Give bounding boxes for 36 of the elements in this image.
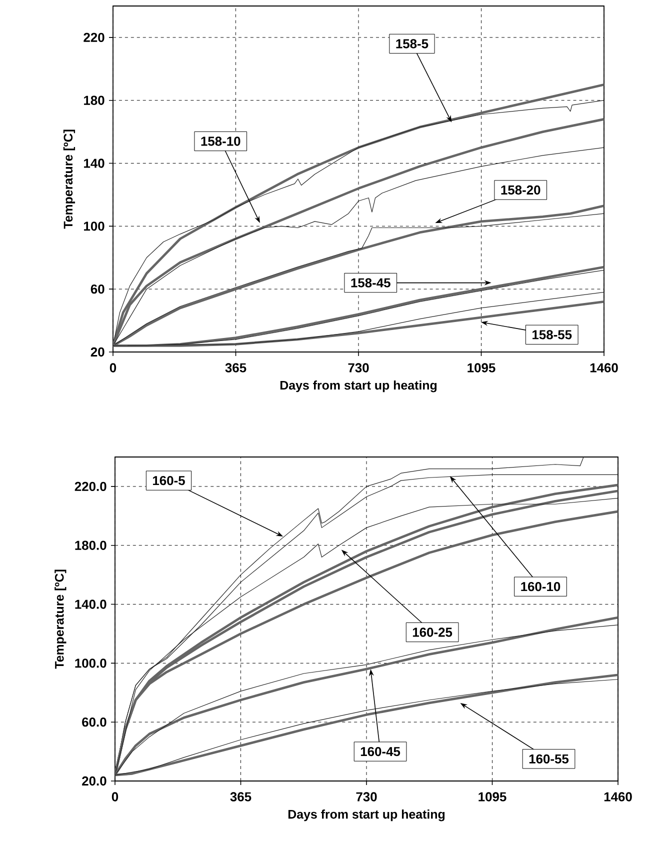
annotation: 158-5	[396, 39, 428, 48]
x-axis-title: Days from start up heating	[288, 810, 445, 822]
y-tick-label: 140.0	[75, 600, 106, 609]
x-tick-label: 1460	[604, 792, 632, 802]
y-tick-label: 100	[84, 222, 104, 231]
x-tick-label: 0	[112, 792, 118, 802]
y-axis-title: Temperature [ºC]	[54, 570, 66, 669]
x-tick-label: 365	[230, 792, 252, 802]
annotation: 158-10	[201, 136, 240, 146]
y-tick-label: 140	[84, 158, 104, 168]
y-axis-title: Temperature [ºC]	[63, 130, 76, 229]
x-tick-label: 0	[110, 363, 116, 372]
x-tick-label: 365	[225, 363, 246, 372]
x-tick-label: 1095	[478, 792, 506, 802]
x-tick-label: 730	[356, 792, 377, 802]
annotation: 158-55	[532, 330, 572, 340]
x-tick-label: 1095	[468, 363, 496, 372]
annotation: 160-55	[529, 754, 569, 764]
y-tick-label: 100.0	[75, 658, 106, 668]
y-tick-label: 20.0	[82, 776, 106, 786]
annotation: 160-10	[521, 582, 560, 592]
y-tick-label: 220.0	[74, 482, 106, 492]
y-tick-label: 60.0	[82, 718, 106, 727]
y-tick-label: 180.0	[75, 540, 106, 550]
annotation: 160-25	[412, 628, 452, 637]
annotation: 160-5	[152, 476, 185, 486]
y-tick-label: 20	[90, 347, 104, 357]
y-tick-label: 220	[84, 32, 104, 42]
y-tick-label: 180	[84, 96, 104, 105]
x-axis-title: Days from start up heating	[280, 380, 437, 392]
y-tick-label: 60	[90, 284, 104, 294]
annotation: 158-45	[351, 278, 390, 288]
x-tick-label: 730	[348, 363, 369, 372]
annotation: 158-20	[501, 185, 540, 195]
x-tick-label: 1460	[590, 363, 618, 372]
annotation: 160-45	[360, 746, 400, 756]
